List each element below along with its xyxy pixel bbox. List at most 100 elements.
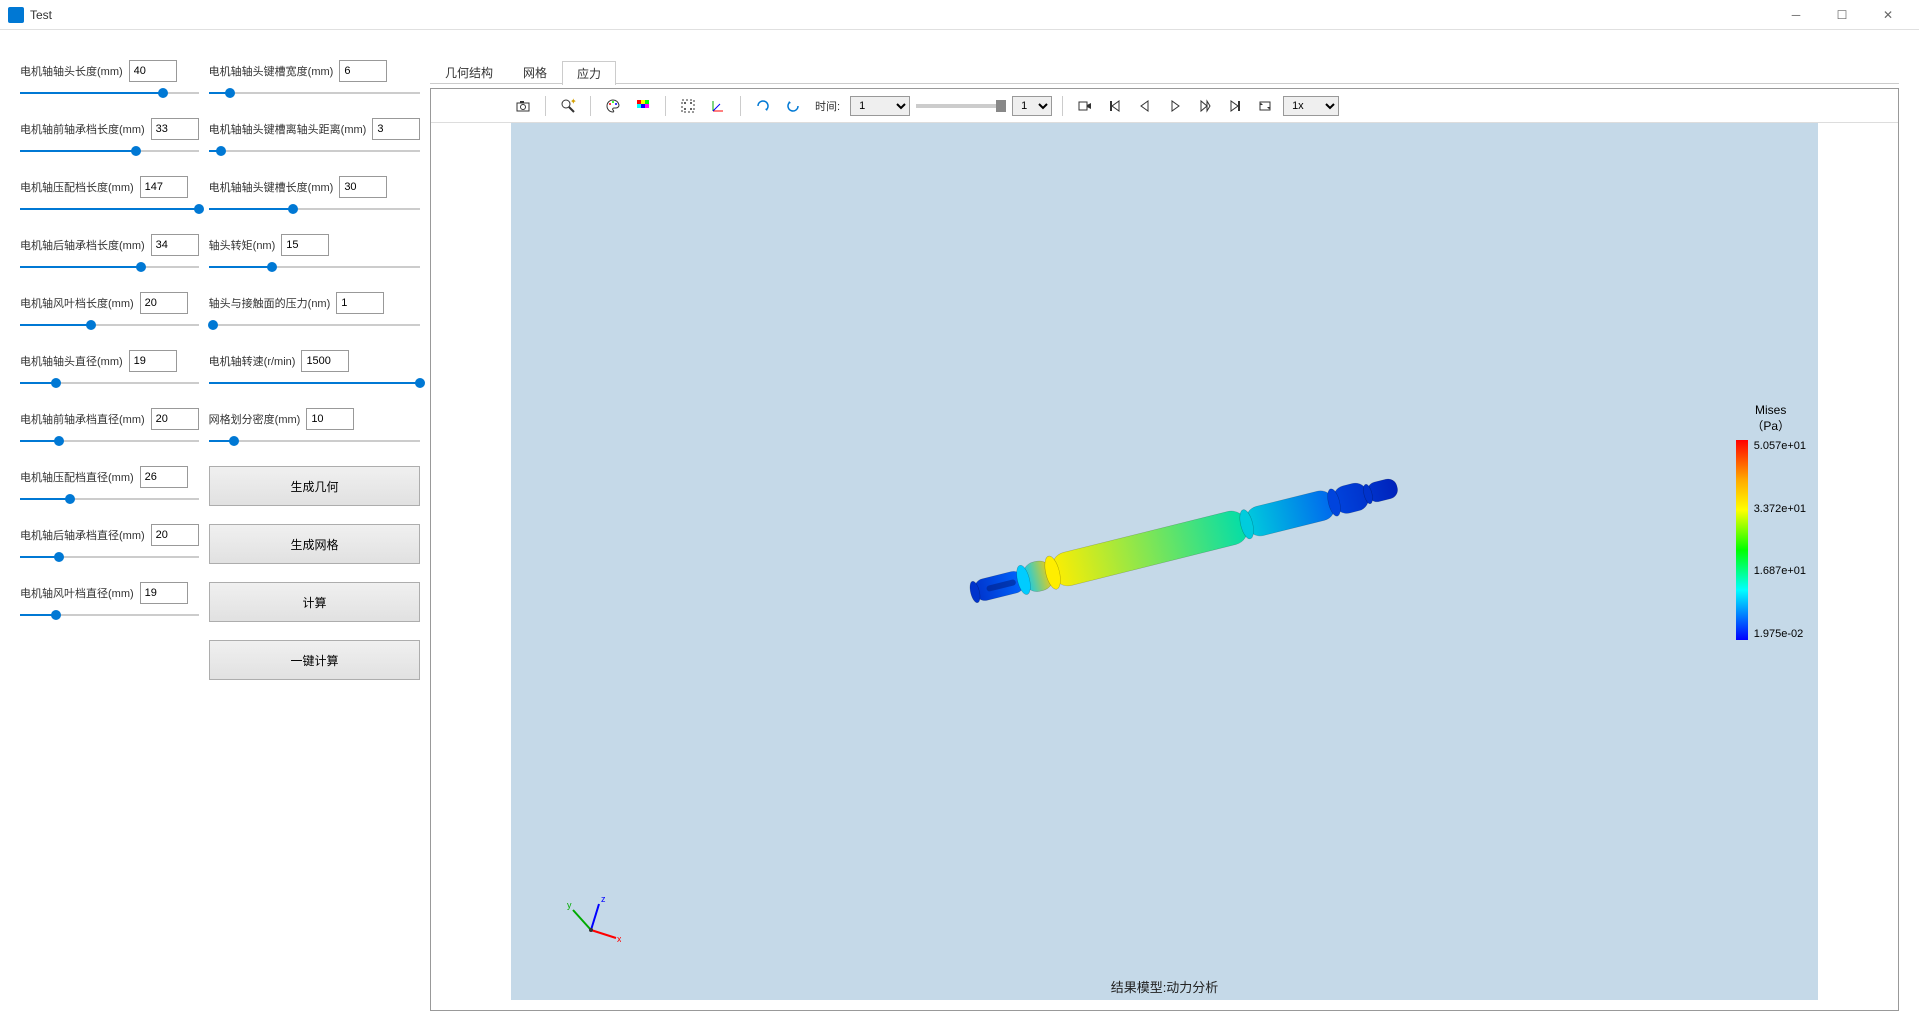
app-icon [8,7,24,23]
param-label: 电机轴压配档长度(mm) [20,179,134,195]
param-slider[interactable] [209,376,421,390]
param-left-3: 电机轴后轴承档长度(mm) [20,234,199,274]
param-slider[interactable] [20,318,199,332]
param-input[interactable] [339,176,387,198]
play-icon[interactable] [1163,94,1187,118]
param-left-7: 电机轴压配档直径(mm) [20,466,199,506]
titlebar: Test ─ ☐ ✕ [0,0,1919,30]
param-label: 电机轴前轴承档长度(mm) [20,121,145,137]
svg-text:y: y [567,900,572,910]
svg-text:✦: ✦ [570,98,576,106]
param-slider[interactable] [20,492,199,506]
param-slider[interactable] [209,202,421,216]
param-slider[interactable] [20,434,199,448]
compute-button[interactable]: 计算 [209,582,421,622]
param-slider[interactable] [209,318,421,332]
param-right-2: 电机轴轴头键槽长度(mm) [209,176,421,216]
shaft-model [915,462,1415,662]
camera-icon[interactable] [511,94,535,118]
param-input[interactable] [372,118,420,140]
one-click-button[interactable]: 一键计算 [209,640,421,680]
param-input[interactable] [336,292,384,314]
param-label: 电机轴轴头直径(mm) [20,353,123,369]
param-input[interactable] [140,582,188,604]
record-icon[interactable] [1073,94,1097,118]
svg-text:z: z [601,894,606,904]
param-input[interactable] [151,524,199,546]
param-left-0: 电机轴轴头长度(mm) [20,60,199,100]
skip-first-icon[interactable] [1103,94,1127,118]
param-input[interactable] [281,234,329,256]
param-slider[interactable] [209,260,421,274]
param-input[interactable] [306,408,354,430]
orientation-axes: x y z [561,890,621,950]
param-input[interactable] [151,118,199,140]
maximize-button[interactable]: ☐ [1819,0,1865,30]
param-left-9: 电机轴风叶档直径(mm) [20,582,199,622]
param-left-4: 电机轴风叶档长度(mm) [20,292,199,332]
gen-mesh-button[interactable]: 生成网格 [209,524,421,564]
param-right-0: 电机轴轴头键槽宽度(mm) [209,60,421,100]
param-slider[interactable] [20,260,199,274]
time-frame2-select[interactable]: 1 [1012,96,1052,116]
palette-icon[interactable] [601,94,625,118]
step-forward-icon[interactable] [1193,94,1217,118]
reload-icon[interactable] [781,94,805,118]
legend-label: 1.687e+01 [1754,565,1806,577]
param-input[interactable] [140,176,188,198]
param-label: 轴头与接触面的压力(nm) [209,295,331,311]
param-slider[interactable] [20,144,199,158]
tab-bar: 几何结构网格应力 [430,60,1899,84]
param-slider[interactable] [20,376,199,390]
param-slider[interactable] [209,86,421,100]
param-label: 电机轴前轴承档直径(mm) [20,411,145,427]
param-slider[interactable] [20,86,199,100]
param-left-2: 电机轴压配档长度(mm) [20,176,199,216]
tab-1[interactable]: 网格 [508,60,562,84]
3d-canvas[interactable]: Mises（Pa） 5.057e+013.372e+011.687e+011.9… [511,123,1818,1000]
param-input[interactable] [140,466,188,488]
param-label: 电机轴轴头键槽离轴头距离(mm) [209,121,367,137]
param-slider[interactable] [20,550,199,564]
param-input[interactable] [151,408,199,430]
param-input[interactable] [301,350,349,372]
param-right-6: 网格划分密度(mm) [209,408,421,448]
param-input[interactable] [129,350,177,372]
loop-icon[interactable] [1253,94,1277,118]
param-label: 电机轴风叶档长度(mm) [20,295,134,311]
svg-text:x: x [617,934,621,944]
close-button[interactable]: ✕ [1865,0,1911,30]
viewer-caption: 结果模型:动力分析 [1111,977,1219,996]
param-label: 电机轴轴头长度(mm) [20,63,123,79]
tab-2[interactable]: 应力 [562,61,616,85]
param-left-8: 电机轴后轴承档直径(mm) [20,524,199,564]
param-input[interactable] [151,234,199,256]
zoom-icon[interactable]: ✦ [556,94,580,118]
param-slider[interactable] [20,608,199,622]
refresh-icon[interactable] [751,94,775,118]
param-slider[interactable] [209,144,421,158]
color-legend: Mises（Pa） 5.057e+013.372e+011.687e+011.9… [1736,403,1806,640]
minimize-button[interactable]: ─ [1773,0,1819,30]
time-slider[interactable] [916,104,1006,108]
axes-icon[interactable] [706,94,730,118]
param-input[interactable] [339,60,387,82]
gen-geometry-button[interactable]: 生成几何 [209,466,421,506]
legend-title: Mises（Pa） [1736,403,1806,434]
param-right-1: 电机轴轴头键槽离轴头距离(mm) [209,118,421,158]
param-label: 网格划分密度(mm) [209,411,301,427]
colormap-icon[interactable] [631,94,655,118]
param-input[interactable] [129,60,177,82]
skip-last-icon[interactable] [1223,94,1247,118]
step-back-icon[interactable] [1133,94,1157,118]
param-slider[interactable] [20,202,199,216]
param-slider[interactable] [209,434,421,448]
param-label: 电机轴轴头键槽长度(mm) [209,179,334,195]
speed-select[interactable]: 1x [1283,96,1339,116]
viewer-toolbar: ✦ 时间: 1 1 [431,89,1898,123]
tab-0[interactable]: 几何结构 [430,60,508,84]
parameter-panel: 电机轴轴头长度(mm) 电机轴前轴承档长度(mm) 电机轴压配档长度(mm) 电机轴后… [20,60,420,1011]
select-icon[interactable] [676,94,700,118]
time-frame-select[interactable]: 1 [850,96,910,116]
param-input[interactable] [140,292,188,314]
